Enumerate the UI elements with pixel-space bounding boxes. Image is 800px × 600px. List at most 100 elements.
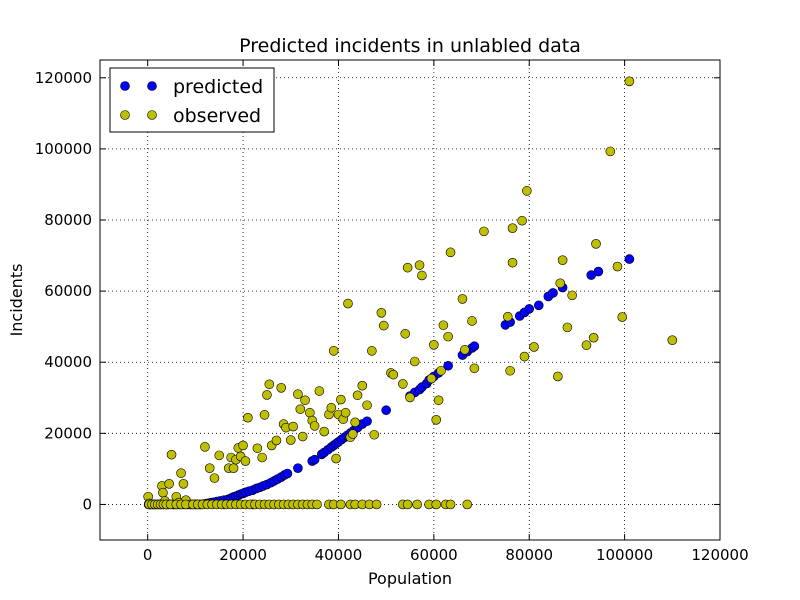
point-observed — [262, 390, 272, 400]
point-observed — [350, 417, 360, 428]
point-observed — [402, 262, 413, 273]
legend-marker-predicted — [147, 81, 157, 91]
point-predicted — [593, 266, 604, 277]
point-observed — [214, 450, 225, 461]
y-tick-label: 0 — [82, 495, 92, 513]
point-observed — [431, 499, 442, 510]
point-observed — [297, 431, 308, 442]
point-observed — [388, 369, 399, 380]
point-observed — [445, 247, 456, 258]
point-observed — [238, 440, 248, 451]
point-observed — [285, 435, 296, 445]
x-tick-label: 0 — [143, 546, 153, 564]
grid — [100, 60, 720, 540]
axis-ticks: 0 20000 40000 60000 80000 100000 120000 0 20000 4… — [35, 60, 749, 564]
legend-box — [109, 67, 275, 133]
point-observed — [343, 298, 353, 309]
point-observed — [314, 386, 325, 396]
point-observed — [369, 429, 380, 440]
point-observed — [462, 499, 473, 510]
point-observed — [612, 261, 623, 272]
point-observed — [295, 404, 306, 414]
point-predicted — [624, 254, 635, 264]
point-observed — [264, 379, 275, 390]
point-observed — [340, 407, 351, 418]
y-tick-label: 120000 — [35, 69, 92, 87]
point-observed — [505, 365, 515, 376]
x-tick-label: 20000 — [219, 546, 267, 564]
y-tick-label: 60000 — [44, 282, 92, 300]
point-observed — [507, 257, 518, 268]
legend-marker-observed — [147, 110, 157, 120]
point-observed — [588, 332, 599, 343]
point-predicted — [524, 304, 535, 314]
point-observed — [331, 453, 341, 464]
point-observed — [409, 356, 420, 367]
point-observed — [529, 342, 539, 352]
point-observed — [443, 331, 453, 342]
point-predicted — [443, 360, 453, 371]
point-observed — [522, 186, 532, 196]
point-observed — [414, 260, 425, 270]
chart-title: Predicted incidents in unlabled data — [239, 35, 581, 57]
point-observed — [398, 379, 408, 389]
point-observed — [362, 400, 372, 411]
point-observed — [467, 316, 477, 326]
point-predicted — [381, 405, 391, 416]
point-observed — [288, 421, 298, 432]
point-observed — [581, 340, 592, 350]
point-observed — [228, 463, 239, 473]
point-observed — [402, 499, 413, 510]
point-observed — [204, 463, 215, 473]
point-observed — [209, 473, 220, 483]
point-observed — [405, 392, 415, 403]
point-observed — [429, 339, 439, 350]
x-tick-label: 40000 — [315, 546, 363, 564]
point-predicted — [309, 454, 320, 465]
point-observed — [367, 346, 377, 356]
point-observed — [164, 479, 174, 489]
point-observed — [352, 390, 363, 401]
point-observed — [300, 395, 310, 406]
point-observed — [271, 435, 282, 446]
point-observed — [357, 380, 368, 391]
point-observed — [426, 373, 437, 384]
point-observed — [309, 421, 320, 431]
point-observed — [312, 499, 322, 510]
legend-marker-predicted — [120, 81, 130, 91]
point-observed — [176, 468, 186, 478]
x-tick-label: 60000 — [410, 546, 458, 564]
point-observed — [200, 442, 210, 452]
point-predicted — [293, 463, 303, 473]
point-predicted — [469, 341, 480, 352]
point-observed — [436, 365, 446, 376]
x-tick-label: 120000 — [691, 546, 748, 564]
point-observed — [276, 383, 287, 393]
point-observed — [469, 363, 480, 374]
point-predicted — [362, 416, 372, 427]
point-observed — [293, 389, 303, 400]
legend: predicted observed — [109, 67, 275, 133]
x-axis-label: Population — [368, 569, 452, 588]
point-observed — [336, 394, 346, 405]
point-observed — [166, 449, 177, 460]
point-observed — [557, 255, 568, 265]
point-observed — [240, 456, 251, 466]
series-observed — [143, 76, 678, 510]
point-observed — [378, 320, 389, 331]
point-observed — [431, 415, 442, 425]
point-predicted — [533, 300, 544, 311]
point-observed — [445, 499, 456, 510]
point-observed — [562, 322, 573, 333]
point-observed — [259, 410, 270, 420]
point-observed — [328, 346, 339, 356]
point-observed — [326, 402, 337, 413]
point-observed — [252, 443, 263, 454]
point-predicted — [548, 288, 558, 298]
point-observed — [460, 344, 470, 355]
point-observed — [507, 223, 518, 233]
legend-marker-observed — [120, 110, 130, 120]
point-observed — [412, 499, 422, 510]
point-observed — [617, 312, 628, 322]
point-observed — [376, 307, 387, 318]
